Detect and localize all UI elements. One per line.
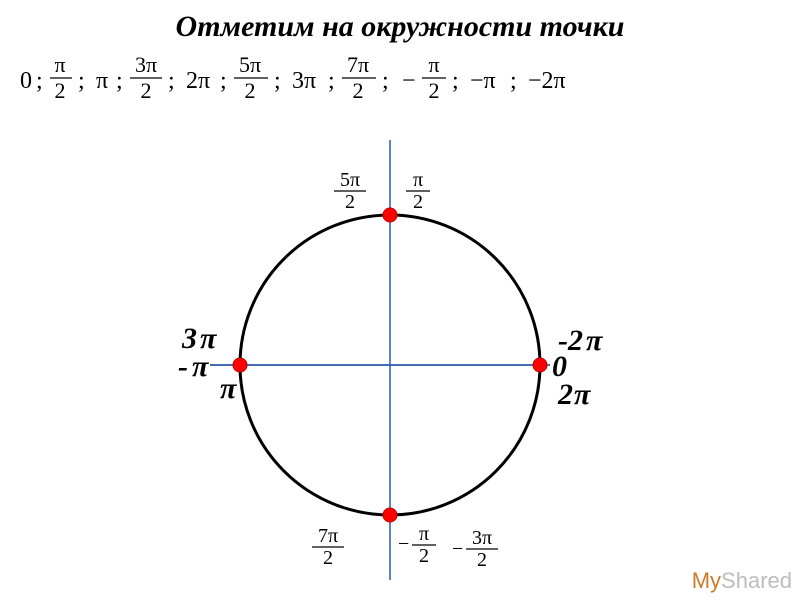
sep: ; bbox=[220, 68, 227, 94]
neg: − bbox=[452, 538, 463, 560]
sym-neg-pi: −π bbox=[470, 68, 496, 94]
dot-top bbox=[383, 208, 397, 222]
sym-zero: 0 bbox=[20, 68, 32, 94]
den: 2 bbox=[353, 78, 364, 103]
label-bottom-neg-3pi-over-2: − 3π 2 bbox=[452, 527, 498, 571]
num: π bbox=[428, 52, 439, 77]
den: 2 bbox=[323, 547, 333, 569]
den: 2 bbox=[477, 549, 487, 571]
sep: ; bbox=[382, 68, 389, 94]
den: 2 bbox=[55, 78, 66, 103]
sep: ; bbox=[452, 68, 459, 94]
watermark-my: My bbox=[692, 568, 721, 593]
sep: ; bbox=[36, 68, 43, 94]
den: 2 bbox=[141, 78, 152, 103]
coef: -2 bbox=[558, 324, 583, 357]
label-top-5pi-over-2: 5π 2 bbox=[334, 169, 366, 213]
unit-circle-diagram: 0 -2 π 2 π π - π 3 π π 2 bbox=[180, 150, 600, 580]
num: π bbox=[413, 169, 423, 191]
coef: 2 bbox=[557, 378, 573, 411]
frac-neg-pi-over-2: − π 2 bbox=[402, 52, 446, 103]
den: 2 bbox=[245, 78, 256, 103]
formula-line: 0 ; π 2 ; π ; 3π 2 ; 2π ; bbox=[20, 50, 780, 110]
dot-left bbox=[233, 358, 247, 372]
watermark: MyShared bbox=[692, 568, 792, 594]
neg: − bbox=[398, 533, 409, 555]
neg: − bbox=[402, 68, 416, 94]
sep: ; bbox=[116, 68, 123, 94]
frac-3pi-over-2: 3π 2 bbox=[130, 52, 162, 103]
coef: 3 bbox=[181, 322, 197, 355]
sym-neg-2pi: −2π bbox=[528, 68, 566, 94]
den: 2 bbox=[413, 191, 423, 213]
num: 7π bbox=[347, 52, 369, 77]
den: 2 bbox=[429, 78, 440, 103]
sep: ; bbox=[78, 68, 85, 94]
num: π bbox=[419, 523, 429, 545]
pi: π bbox=[574, 378, 591, 411]
sym-2pi: 2π bbox=[186, 68, 210, 94]
watermark-shared: Shared bbox=[721, 568, 792, 593]
label-neg-2pi: -2 π bbox=[558, 324, 603, 357]
sep: ; bbox=[274, 68, 281, 94]
num: 5π bbox=[239, 52, 261, 77]
sep: ; bbox=[328, 68, 335, 94]
dot-right bbox=[533, 358, 547, 372]
label-2pi: 2 π bbox=[557, 378, 591, 411]
num: 3π bbox=[135, 52, 157, 77]
sep: ; bbox=[510, 68, 517, 94]
label-bottom-neg-pi-over-2: − π 2 bbox=[398, 523, 436, 567]
pi: π bbox=[586, 324, 603, 357]
frac-5pi-over-2: 5π 2 bbox=[234, 52, 268, 103]
pi: π bbox=[200, 322, 217, 355]
den: 2 bbox=[419, 545, 429, 567]
label-pi: π bbox=[220, 372, 237, 405]
num: 5π bbox=[340, 169, 360, 191]
frac-pi-over-2: π 2 bbox=[50, 52, 72, 103]
page-title: Отметим на окружности точки bbox=[0, 10, 800, 44]
sym-pi: π bbox=[96, 68, 108, 94]
num: 3π bbox=[472, 527, 492, 549]
label-top-pi-over-2: π 2 bbox=[406, 169, 430, 213]
den: 2 bbox=[345, 191, 355, 213]
frac-7pi-over-2: 7π 2 bbox=[342, 52, 376, 103]
page: Отметим на окружности точки 0 ; π 2 ; π … bbox=[0, 0, 800, 600]
sym-3pi: 3π bbox=[292, 68, 316, 94]
num: 7π bbox=[318, 525, 338, 547]
num: π bbox=[54, 52, 65, 77]
dot-bottom bbox=[383, 508, 397, 522]
label-bottom-7pi-over-2: 7π 2 bbox=[312, 525, 344, 569]
sep: ; bbox=[168, 68, 175, 94]
